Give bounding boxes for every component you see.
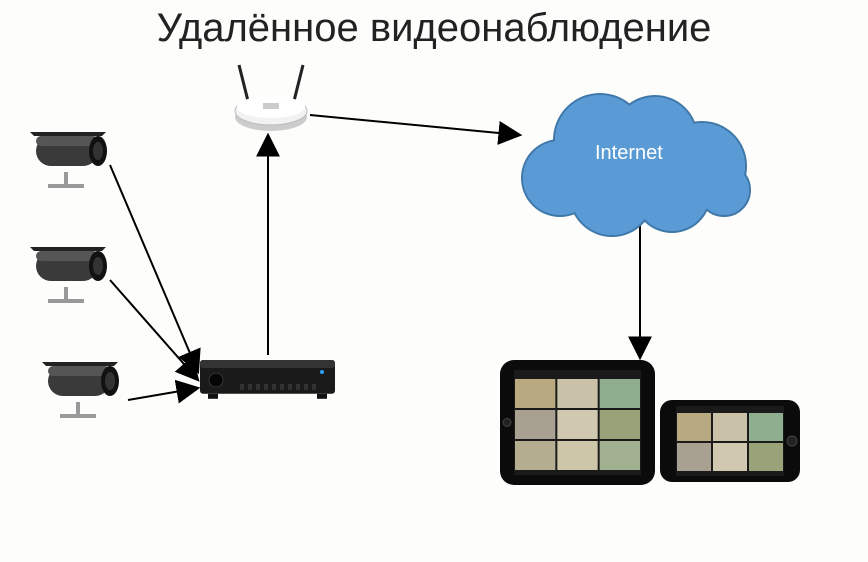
internet-cloud	[522, 94, 750, 236]
arrow-camera-top	[110, 165, 198, 372]
router-icon	[235, 65, 307, 131]
camera-icon	[30, 247, 107, 301]
arrow-router-to-cloud	[310, 115, 520, 135]
arrow-camera-mid	[110, 280, 198, 380]
diagram-stage: Удалённое видеонаблюдение Internet	[0, 0, 868, 562]
phone-icon	[660, 400, 800, 482]
camera-icon	[30, 132, 107, 186]
tablet-icon	[500, 360, 655, 485]
camera-icon	[42, 362, 119, 416]
diagram-canvas	[0, 0, 868, 562]
cloud-label: Internet	[595, 142, 663, 165]
arrow-camera-bottom	[128, 388, 198, 400]
dvr-icon	[200, 360, 335, 399]
